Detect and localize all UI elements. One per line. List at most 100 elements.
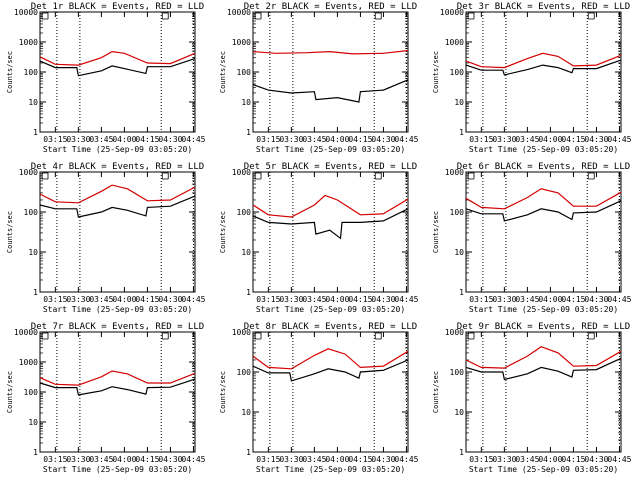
x-tick-label: 03:30: [66, 295, 90, 304]
x-tick-label: 04:30: [371, 455, 395, 464]
x-tick-label: 03:15: [43, 135, 67, 144]
x-tick-label: 04:30: [158, 455, 182, 464]
detector-chart-9: Det 9r BLACK = Events, RED = LLD 1 10 100 10…: [432, 322, 632, 474]
x-tick-label: 04:00: [538, 295, 562, 304]
x-tick-label: 04:00: [325, 455, 349, 464]
marker-bracket: [467, 12, 475, 20]
y-tick-label: 100: [24, 68, 39, 77]
chart-title: Det 4r BLACK = Events, RED = LLD: [31, 162, 204, 172]
x-tick-label: 03:30: [492, 295, 516, 304]
x-tick-label: 03:45: [302, 135, 326, 144]
x-tick-label: 04:00: [538, 135, 562, 144]
marker-bracket: [161, 12, 169, 20]
y-tick-label: 10: [241, 98, 251, 107]
y-tick-label: 100: [24, 388, 39, 397]
x-tick-label: 04:45: [607, 135, 631, 144]
chart-title: Det 5r BLACK = Events, RED = LLD: [244, 162, 417, 172]
series-lld-line: [39, 370, 196, 386]
x-tick-label: 04:45: [181, 455, 205, 464]
y-tick-label: 10000: [14, 8, 38, 17]
y-axis-label: Counts/sec: [432, 51, 440, 93]
y-tick-label: 100: [450, 208, 465, 217]
chart-title: Det 8r BLACK = Events, RED = LLD: [244, 322, 417, 332]
plot-frame: [39, 171, 196, 293]
y-tick-label: 1: [246, 448, 251, 457]
x-tick-label: 03:45: [89, 135, 113, 144]
y-axis-label: Counts/sec: [432, 211, 440, 253]
detector-chart-6: Det 6r BLACK = Events, RED = LLD 1 10 100 10…: [432, 162, 632, 314]
chart-title: Det 1r BLACK = Events, RED = LLD: [31, 2, 204, 12]
x-tick-label: 03:15: [469, 455, 493, 464]
y-tick-label: 10: [454, 248, 464, 257]
y-tick-label: 1: [246, 288, 251, 297]
x-tick-label: 04:45: [394, 455, 418, 464]
x-axis-label: Start Time (25-Sep-09 03:05:20): [43, 465, 192, 474]
x-tick-label: 03:45: [515, 455, 539, 464]
x-tick-label: 04:30: [584, 135, 608, 144]
y-tick-label: 10000: [227, 8, 251, 17]
x-tick-label: 03:15: [256, 135, 280, 144]
y-tick-label: 10: [241, 248, 251, 257]
chart-title: Det 9r BLACK = Events, RED = LLD: [457, 322, 630, 332]
x-tick-label: 04:15: [561, 135, 585, 144]
detector-chart-5: Det 5r BLACK = Events, RED = LLD 1 10 100 10…: [219, 162, 419, 314]
x-tick-label: 04:30: [584, 455, 608, 464]
marker-bracket: [374, 332, 382, 340]
series-events-line: [39, 378, 196, 396]
y-tick-label: 100: [237, 208, 252, 217]
x-tick-label: 04:15: [348, 295, 372, 304]
y-tick-label: 10: [28, 418, 38, 427]
marker-bracket: [587, 12, 595, 20]
y-tick-label: 10: [454, 408, 464, 417]
chart-title: Det 6r BLACK = Events, RED = LLD: [457, 162, 630, 172]
x-axis-label: Start Time (25-Sep-09 03:05:20): [469, 305, 618, 314]
series-events-line: [39, 58, 196, 77]
x-tick-label: 03:15: [256, 295, 280, 304]
y-axis-label: Counts/sec: [219, 371, 227, 413]
plot-frame: [465, 171, 622, 293]
y-tick-label: 1: [459, 128, 464, 137]
y-tick-label: 10000: [440, 8, 464, 17]
series-events-line: [252, 359, 409, 382]
x-tick-label: 04:30: [158, 135, 182, 144]
x-axis-label: Start Time (25-Sep-09 03:05:20): [256, 305, 405, 314]
x-tick-label: 03:30: [279, 295, 303, 304]
x-tick-label: 04:45: [181, 135, 205, 144]
x-tick-label: 04:15: [135, 455, 159, 464]
x-tick-label: 03:15: [256, 455, 280, 464]
detector-chart-8: Det 8r BLACK = Events, RED = LLD 1 10 100 10…: [219, 322, 419, 474]
chart-title: Det 7r BLACK = Events, RED = LLD: [31, 322, 204, 332]
x-tick-label: 04:15: [561, 455, 585, 464]
series-lld-line: [465, 188, 622, 210]
y-tick-label: 1000: [445, 168, 464, 177]
chart-title: Det 3r BLACK = Events, RED = LLD: [457, 2, 630, 12]
detector-chart-1: Det 1r BLACK = Events, RED = LLD 1 10 100 10…: [6, 2, 206, 154]
series-events-line: [39, 195, 196, 218]
y-tick-label: 1000: [445, 328, 464, 337]
y-tick-label: 1: [33, 448, 38, 457]
y-tick-label: 10: [28, 248, 38, 257]
series-lld-line: [252, 49, 409, 55]
y-tick-label: 100: [24, 208, 39, 217]
marker-bracket: [41, 332, 49, 340]
series-lld-line: [465, 346, 622, 369]
plot-frame: [252, 331, 409, 453]
y-tick-label: 100: [450, 68, 465, 77]
marker-bracket: [41, 12, 49, 20]
marker-bracket: [161, 172, 169, 180]
x-tick-label: 03:15: [43, 455, 67, 464]
y-tick-label: 1000: [19, 168, 38, 177]
y-tick-label: 1: [246, 128, 251, 137]
marker-bracket: [587, 172, 595, 180]
x-tick-label: 04:00: [325, 295, 349, 304]
x-tick-label: 03:45: [302, 295, 326, 304]
y-tick-label: 1: [33, 128, 38, 137]
x-axis-label: Start Time (25-Sep-09 03:05:20): [469, 465, 618, 474]
y-axis-label: Counts/sec: [219, 51, 227, 93]
x-tick-label: 03:45: [302, 455, 326, 464]
x-axis-label: Start Time (25-Sep-09 03:05:20): [256, 145, 405, 154]
x-axis-label: Start Time (25-Sep-09 03:05:20): [43, 145, 192, 154]
y-tick-label: 1000: [232, 38, 251, 47]
y-tick-label: 1000: [232, 328, 251, 337]
